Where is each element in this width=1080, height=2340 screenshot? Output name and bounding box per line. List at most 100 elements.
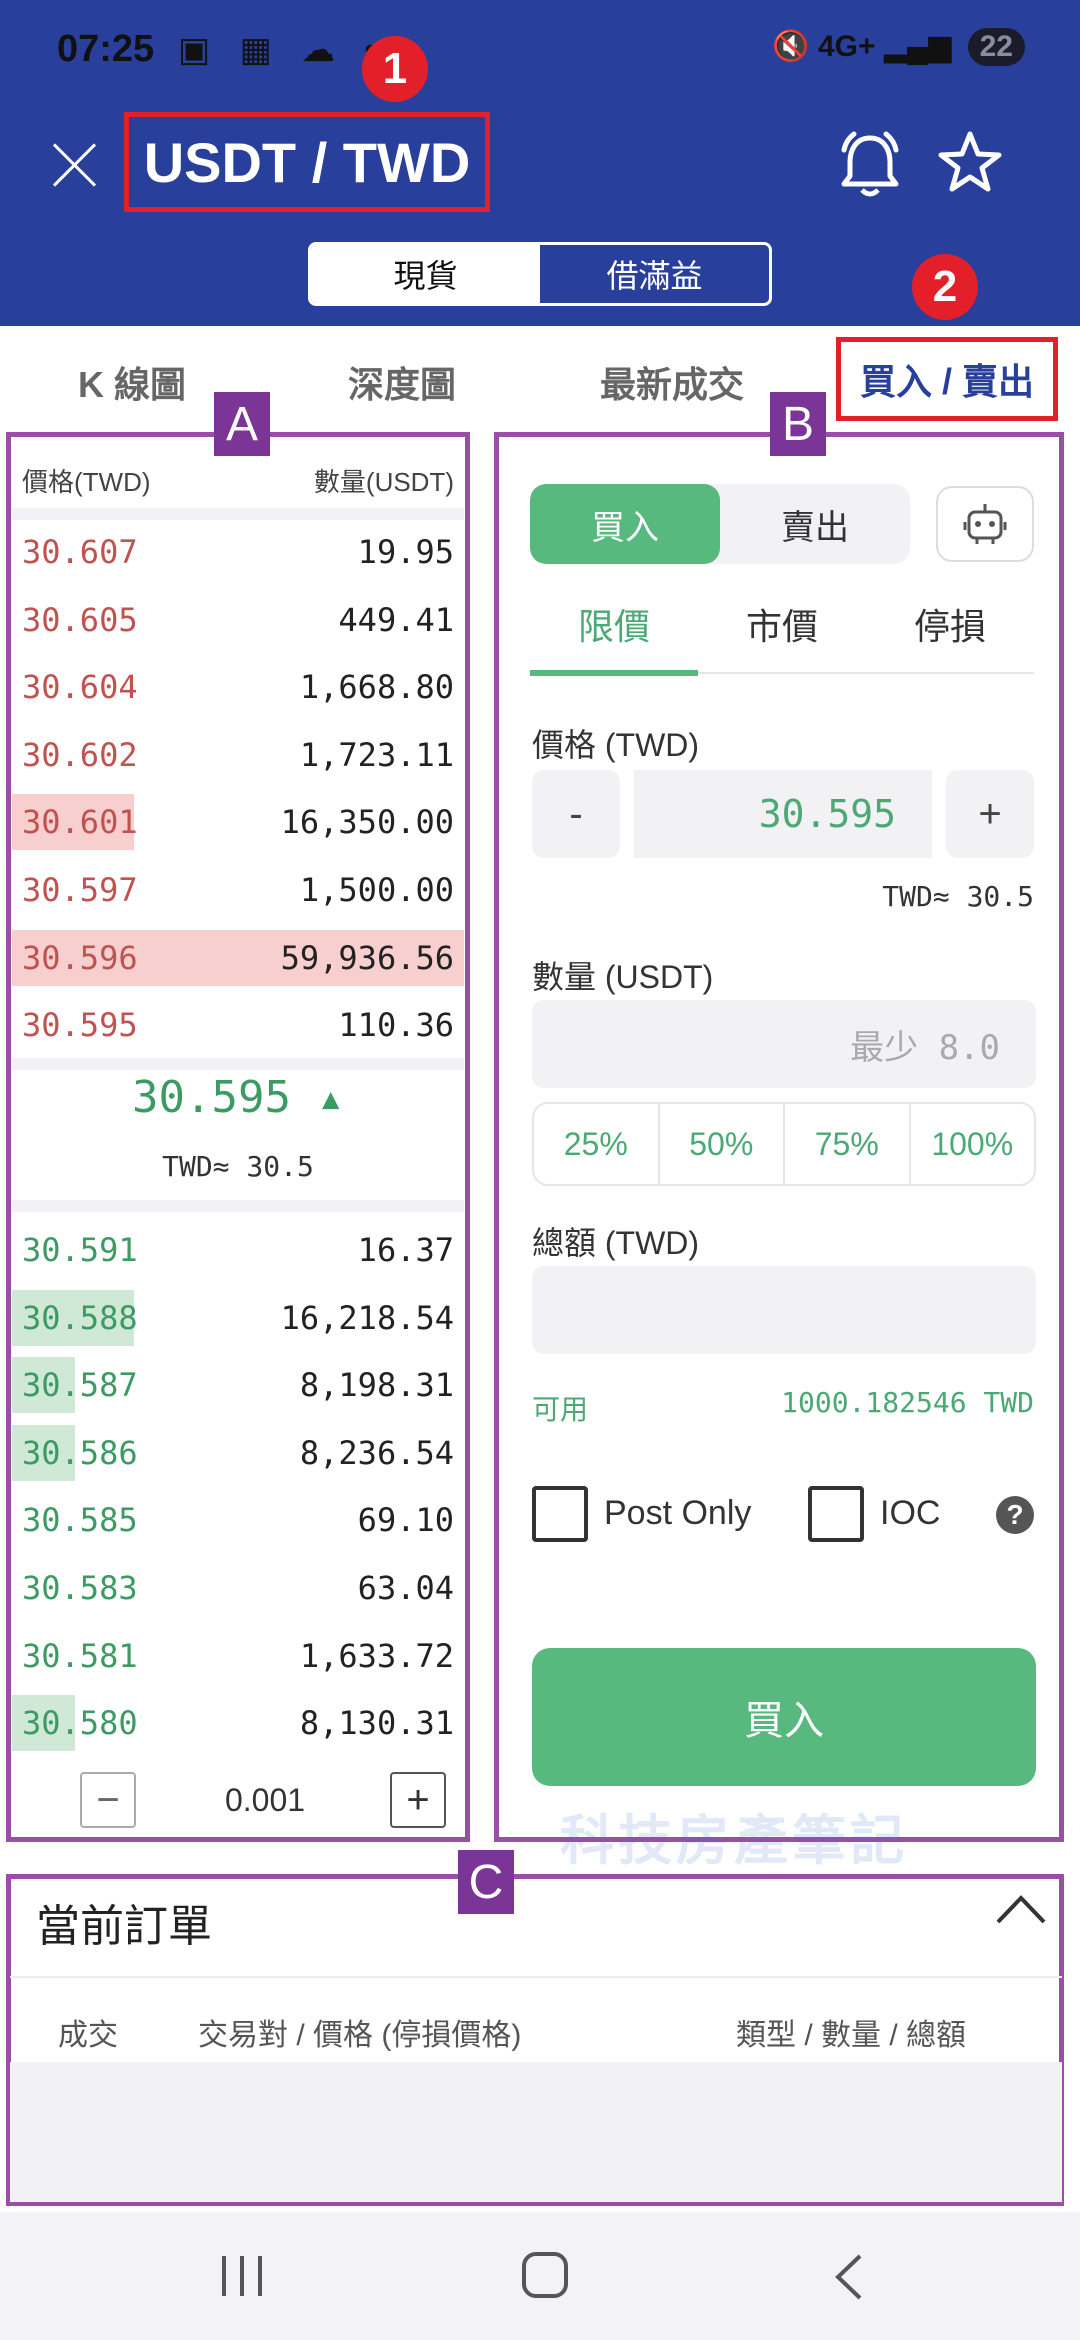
close-icon[interactable] bbox=[50, 140, 100, 190]
ask-price: 30.596 bbox=[22, 938, 138, 977]
orders-col-filled: 成交 bbox=[58, 2019, 118, 2052]
price-plus-button[interactable]: + bbox=[946, 770, 1034, 858]
order-type-indicator bbox=[530, 670, 698, 676]
percent-100-button[interactable]: 100% bbox=[931, 1125, 1014, 1162]
orderbook-divider bbox=[12, 1200, 464, 1212]
tab-depth[interactable]: 深度圖 bbox=[348, 364, 457, 405]
available-balance: 1000.182546 TWD bbox=[781, 1386, 1034, 1419]
bell-icon[interactable] bbox=[838, 130, 902, 200]
ask-depth-bar bbox=[12, 929, 464, 986]
bid-quantity: 8,198.31 bbox=[299, 1366, 454, 1405]
back-icon[interactable] bbox=[830, 2252, 866, 2302]
ask-price: 30.604 bbox=[22, 668, 138, 707]
bid-quantity: 16,218.54 bbox=[280, 1298, 454, 1337]
orderbook-divider bbox=[12, 508, 464, 520]
tab-kline[interactable]: K 線圖 bbox=[78, 364, 187, 405]
bid-quantity: 1,633.72 bbox=[299, 1636, 454, 1675]
ask-row[interactable]: 30.605 449.41 bbox=[12, 592, 464, 648]
ask-row[interactable]: 30.595 110.36 bbox=[12, 997, 464, 1053]
ask-row[interactable]: 30.602 1,723.11 bbox=[12, 727, 464, 783]
ask-row[interactable]: 30.607 19.95 bbox=[12, 524, 464, 580]
quantity-input[interactable]: 最少 8.0 bbox=[532, 1000, 1036, 1088]
app-header bbox=[0, 0, 1080, 326]
bid-depth-bar bbox=[12, 1357, 76, 1414]
precision-plus-button[interactable]: + bbox=[390, 1772, 446, 1828]
collapse-chevron-icon[interactable] bbox=[994, 1892, 1048, 1926]
available-label: 可用 bbox=[532, 1394, 589, 1425]
ask-quantity: 59,936.56 bbox=[280, 938, 454, 977]
ask-row[interactable]: 30.604 1,668.80 bbox=[12, 659, 464, 715]
ask-price: 30.601 bbox=[22, 803, 138, 842]
order-type-stop[interactable]: 停損 bbox=[914, 606, 987, 647]
orders-col-pair-price: 交易對 / 價格 (停損價格) bbox=[198, 2019, 522, 2052]
status-bar: 07:25 ▣ ▦ ☁ • 🔇 4G+ ▂▄▆ 22 bbox=[0, 0, 1080, 100]
precision-minus-button[interactable]: − bbox=[80, 1772, 136, 1828]
tab-buy-sell[interactable]: 買入 / 賣出 bbox=[836, 337, 1058, 421]
price-minus-button[interactable]: - bbox=[532, 770, 620, 858]
buy-toggle-button[interactable]: 買入 bbox=[530, 484, 720, 564]
help-icon[interactable]: ? bbox=[996, 1496, 1034, 1534]
percent-25-button[interactable]: 25% bbox=[534, 1104, 660, 1184]
robot-icon bbox=[963, 504, 1007, 544]
ask-quantity: 1,723.11 bbox=[299, 735, 454, 774]
last-price-twd: TWD≈ 30.5 bbox=[162, 1150, 314, 1183]
percent-50-button[interactable]: 50% bbox=[660, 1104, 785, 1184]
order-type-market[interactable]: 市價 bbox=[746, 606, 819, 647]
ask-row[interactable]: 30.596 59,936.56 bbox=[12, 929, 464, 986]
bid-price: 30.583 bbox=[22, 1569, 138, 1607]
bid-row[interactable]: 30.588 16,218.54 bbox=[12, 1289, 464, 1346]
price-label: 價格 (TWD) bbox=[532, 727, 700, 763]
bid-price: 30.588 bbox=[22, 1298, 138, 1337]
ask-quantity: 16,350.00 bbox=[280, 803, 454, 842]
trading-bot-button[interactable] bbox=[936, 486, 1034, 562]
last-price: 30.595 ▴ bbox=[132, 1072, 344, 1123]
bid-quantity: 8,236.54 bbox=[299, 1433, 454, 1472]
order-type-divider bbox=[530, 672, 1034, 674]
sell-toggle-button[interactable]: 賣出 bbox=[781, 508, 849, 547]
total-input[interactable] bbox=[532, 1266, 1036, 1354]
ask-price: 30.607 bbox=[22, 533, 138, 571]
status-notification-icons: ▣ ▦ ☁ • bbox=[178, 31, 387, 69]
home-icon[interactable] bbox=[522, 2252, 568, 2298]
post-only-checkbox[interactable] bbox=[532, 1486, 588, 1542]
battery-indicator: 22 bbox=[967, 28, 1025, 66]
bid-row[interactable]: 30.583 63.04 bbox=[12, 1560, 464, 1616]
watermark-logo: 科技房產筆記 bbox=[560, 1811, 908, 1871]
favorite-star-icon[interactable] bbox=[938, 130, 1002, 194]
segment-spot[interactable]: 現貨 bbox=[311, 245, 540, 303]
recent-apps-icon[interactable] bbox=[222, 2256, 266, 2296]
bid-row[interactable]: 30.580 8,130.31 bbox=[12, 1695, 464, 1752]
bid-row[interactable]: 30.581 1,633.72 bbox=[12, 1628, 464, 1684]
bid-price: 30.581 bbox=[22, 1636, 138, 1675]
ioc-checkbox[interactable] bbox=[808, 1486, 864, 1542]
bid-row[interactable]: 30.585 69.10 bbox=[12, 1492, 464, 1548]
ask-price: 30.605 bbox=[22, 600, 138, 639]
current-orders-title: 當前訂單 bbox=[36, 1902, 212, 1951]
bid-price: 30.586 bbox=[22, 1433, 138, 1472]
price-input[interactable]: 30.595 bbox=[634, 770, 932, 858]
tab-latest-trades[interactable]: 最新成交 bbox=[600, 364, 745, 405]
quantity-label: 數量 (USDT) bbox=[532, 959, 714, 995]
ask-row[interactable]: 30.601 16,350.00 bbox=[12, 794, 464, 851]
total-label: 總額 (TWD) bbox=[532, 1225, 700, 1261]
bid-depth-bar bbox=[12, 1695, 76, 1752]
bid-row[interactable]: 30.586 8,236.54 bbox=[12, 1424, 464, 1481]
percent-75-button[interactable]: 75% bbox=[785, 1104, 911, 1184]
ask-quantity: 1,500.00 bbox=[299, 871, 454, 909]
bid-row[interactable]: 30.591 16.37 bbox=[12, 1222, 464, 1278]
price-twd-hint: TWD≈ 30.5 bbox=[882, 880, 1034, 913]
orderbook-qty-header: 數量(USDT) bbox=[313, 467, 454, 497]
status-right: 🔇 4G+ ▂▄▆ 22 bbox=[772, 28, 1025, 66]
trading-pair-title[interactable]: USDT / TWD bbox=[124, 112, 490, 212]
ask-row[interactable]: 30.597 1,500.00 bbox=[12, 862, 464, 918]
precision-value: 0.001 bbox=[224, 1782, 306, 1818]
bid-row[interactable]: 30.587 8,198.31 bbox=[12, 1357, 464, 1414]
bid-depth-bar bbox=[12, 1289, 135, 1346]
ask-quantity: 110.36 bbox=[338, 1006, 454, 1045]
segment-margin[interactable]: 借滿益 bbox=[606, 258, 703, 294]
quantity-placeholder: 最少 8.0 bbox=[850, 1027, 1000, 1068]
bid-depth-bar bbox=[12, 1424, 76, 1481]
order-type-limit[interactable]: 限價 bbox=[578, 606, 651, 647]
submit-buy-button[interactable]: 買入 bbox=[532, 1648, 1036, 1786]
status-time: 07:25 bbox=[57, 28, 155, 70]
